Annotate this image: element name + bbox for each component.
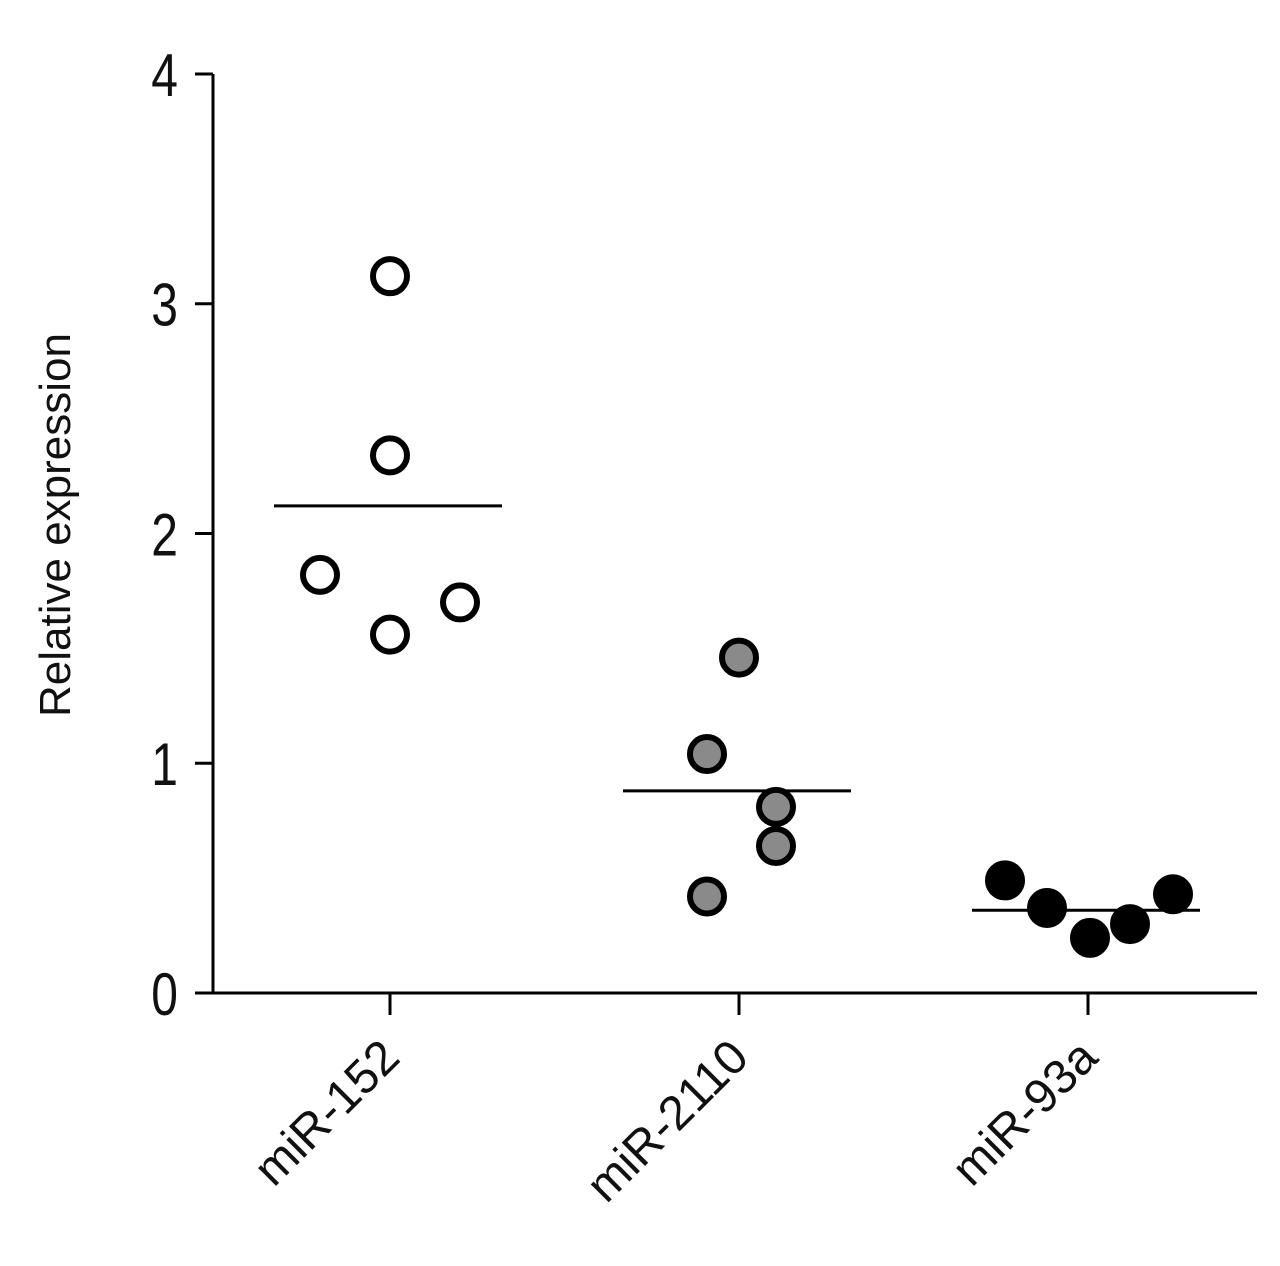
- data-point: [370, 435, 410, 476]
- data-point: [300, 554, 340, 595]
- data-point: [687, 734, 727, 775]
- y-axis-label: Relative expression: [31, 333, 80, 717]
- data-point: [719, 637, 759, 678]
- y-tick-label: 2: [151, 501, 178, 568]
- data-point: [756, 825, 796, 866]
- data-point: [687, 876, 727, 917]
- data-point: [370, 256, 410, 297]
- data-point: [1153, 874, 1193, 915]
- y-tick-label: 4: [151, 42, 178, 109]
- data-point: [1070, 917, 1110, 958]
- data-point: [370, 614, 410, 655]
- data-point: [1027, 887, 1067, 928]
- y-tick-label: 3: [151, 272, 178, 339]
- y-tick-label: 1: [151, 731, 178, 798]
- data-point: [985, 860, 1025, 901]
- data-point: [440, 582, 480, 623]
- y-tick-label: 0: [151, 961, 178, 1028]
- x-tick-label: miR-93a: [942, 1030, 1108, 1196]
- x-tick-label: miR-2110: [577, 1030, 759, 1212]
- data-point: [1110, 904, 1150, 945]
- x-tick-label: miR-152: [244, 1030, 410, 1196]
- data-point: [756, 786, 796, 827]
